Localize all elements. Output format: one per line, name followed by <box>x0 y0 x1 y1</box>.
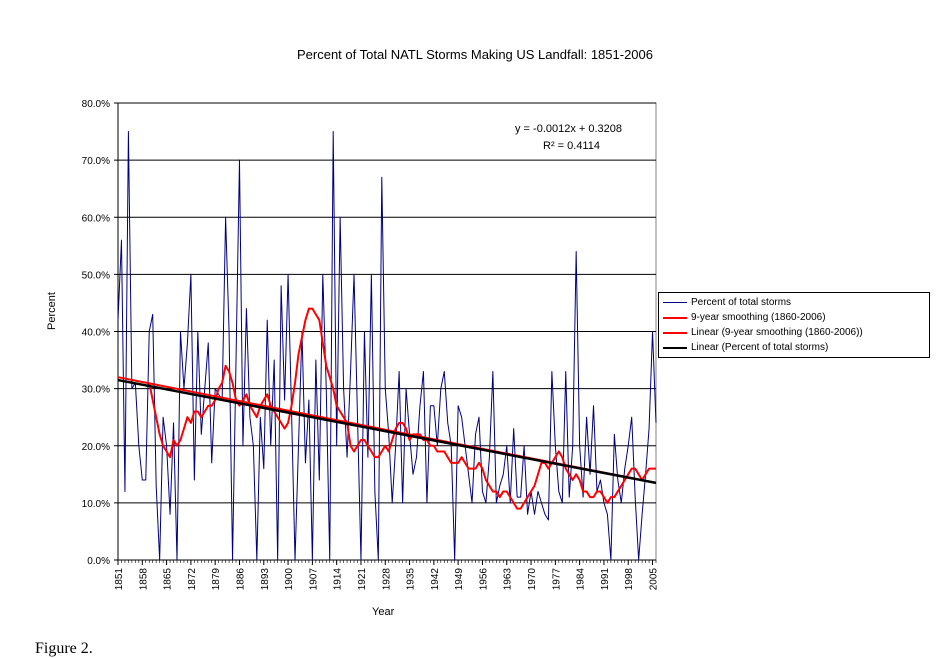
chart-legend: Percent of total storms 9-year smoothing… <box>658 292 930 358</box>
x-tick-label: 1998 <box>624 568 635 591</box>
x-tick-label: 1921 <box>357 568 368 591</box>
equation-text: y = -0.0012x + 0.3208 <box>515 123 623 135</box>
series-line-percent <box>117 131 657 561</box>
x-tick-label: 1963 <box>503 568 514 591</box>
legend-swatch-smoothing <box>663 316 687 319</box>
x-tick-label: 1893 <box>260 568 271 591</box>
y-tick-label: 40.0% <box>82 328 110 339</box>
trend-equation: y = -0.0012x + 0.3208 R² = 0.4114 <box>515 121 622 155</box>
trendline-percent <box>117 378 657 485</box>
x-axis-label: Year <box>372 606 395 618</box>
legend-item-linear-smoothing: Linear (9-year smoothing (1860-2006)) <box>663 325 925 340</box>
x-tick-label: 1886 <box>235 568 246 591</box>
x-tick-label: 1928 <box>381 568 392 591</box>
legend-label-smoothing: 9-year smoothing (1860-2006) <box>691 312 826 323</box>
x-tick-label: 1872 <box>187 568 198 591</box>
x-tick-label: 1984 <box>576 568 587 591</box>
y-tick-label: 60.0% <box>82 213 110 224</box>
legend-swatch-linear-percent <box>663 346 687 349</box>
legend-swatch-percent <box>663 302 687 303</box>
x-tick-label: 1858 <box>138 568 149 591</box>
x-tick-label: 1900 <box>284 568 295 591</box>
legend-label-linear-percent: Linear (Percent of total storms) <box>691 342 829 353</box>
x-tick-label: 1942 <box>430 568 441 591</box>
x-tick-label: 1949 <box>454 568 465 591</box>
x-tick-label: 2005 <box>649 568 660 591</box>
legend-label-linear-smoothing: Linear (9-year smoothing (1860-2006)) <box>691 327 863 338</box>
y-tick-label: 70.0% <box>82 156 110 167</box>
legend-item-linear-percent: Linear (Percent of total storms) <box>663 340 925 355</box>
legend-item-smoothing: 9-year smoothing (1860-2006) <box>663 310 925 325</box>
x-tick-label: 1914 <box>333 568 344 591</box>
x-tick-label: 1970 <box>527 568 538 591</box>
x-tick-label: 1956 <box>478 568 489 591</box>
y-tick-label: 30.0% <box>82 385 110 396</box>
x-tick-label: 1879 <box>211 568 222 591</box>
x-tick-label: 1865 <box>163 568 174 591</box>
y-tick-label: 80.0% <box>82 99 110 110</box>
y-tick-label: 50.0% <box>82 270 110 281</box>
series-line-smoothing <box>148 307 656 510</box>
x-tick-label: 1907 <box>308 568 319 591</box>
legend-label-percent: Percent of total storms <box>691 297 792 308</box>
x-tick-label: 1991 <box>600 568 611 591</box>
x-tick-label: 1851 <box>114 568 125 591</box>
legend-item-percent: Percent of total storms <box>663 295 925 310</box>
legend-swatch-linear-smoothing <box>663 331 687 334</box>
chart-title: Percent of Total NATL Storms Making US L… <box>296 47 653 62</box>
x-tick-label: 1935 <box>406 568 417 591</box>
r-squared-text: R² = 0.4114 <box>543 140 600 152</box>
figure-caption: Figure 2. <box>35 640 93 657</box>
y-tick-label: 10.0% <box>82 499 110 510</box>
y-tick-label: 0.0% <box>87 556 110 567</box>
x-tick-label: 1977 <box>551 568 562 591</box>
y-tick-label: 20.0% <box>82 442 110 453</box>
y-axis-label: Percent <box>46 292 58 330</box>
